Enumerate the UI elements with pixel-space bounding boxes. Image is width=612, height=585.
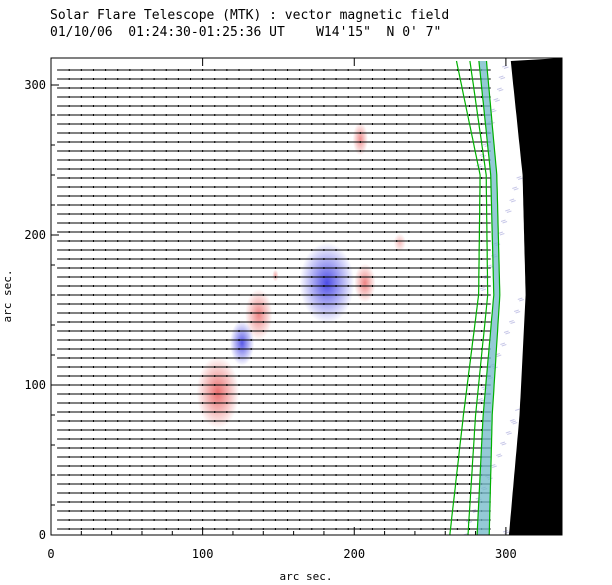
noise-mark-11 — [479, 399, 484, 402]
x-tick-label-100: 100 — [192, 547, 214, 561]
noise-mark-12 — [501, 344, 507, 347]
y-tick-label-200: 200 — [24, 228, 46, 242]
negative-polarity-1 — [229, 320, 255, 366]
positive-polarity-0 — [196, 356, 240, 429]
chart-title: Solar Flare Telescope (MTK) : vector mag… — [50, 8, 449, 23]
negative-polarity-0 — [299, 242, 355, 324]
noise-mark-73 — [517, 297, 523, 300]
noise-mark-17 — [503, 66, 509, 69]
y-tick-label-100: 100 — [24, 378, 46, 392]
x-tick-label-300: 300 — [495, 547, 517, 561]
axis-ticks: 0 100 200 300 0 100 200 300 — [24, 58, 562, 561]
noise-mark-49 — [509, 198, 515, 201]
x-axis-label: arc sec. — [280, 570, 333, 583]
noise-mark-54 — [477, 398, 483, 401]
noise-mark-83 — [500, 219, 506, 222]
noise-mark-36 — [501, 443, 507, 446]
noise-mark-56 — [479, 287, 485, 290]
noise-mark-2 — [512, 422, 518, 425]
vector-field-layer — [57, 69, 491, 530]
noise-mark-15 — [517, 177, 523, 180]
contour-1 — [467, 60, 489, 535]
limb-band — [477, 61, 500, 535]
x-tick-label-0: 0 — [47, 547, 54, 561]
contour-3 — [485, 60, 501, 535]
noise-mark-42 — [491, 110, 497, 113]
off-limb-disk — [508, 58, 562, 535]
noise-mark-38 — [505, 332, 511, 335]
positive-polarity-3 — [352, 122, 368, 156]
noise-mark-66 — [505, 209, 510, 212]
positive-polarity-1 — [245, 289, 273, 340]
noise-mark-23 — [506, 210, 512, 213]
x-tick-label-200: 200 — [343, 547, 365, 561]
noise-mark-19 — [507, 432, 512, 435]
noise-mark-53 — [496, 453, 501, 456]
plot-area — [57, 58, 562, 535]
noise-mark-14 — [499, 233, 505, 236]
noise-mark-40 — [502, 221, 508, 224]
noise-mark-64 — [508, 320, 514, 323]
noise-mark-32 — [513, 188, 519, 191]
noise-mark-45 — [511, 420, 517, 423]
noise-mark-13 — [481, 288, 487, 291]
noise-mark-30 — [519, 299, 524, 302]
noise-mark-25 — [495, 99, 500, 102]
y-tick-label-300: 300 — [24, 78, 46, 92]
noise-mark-68 — [493, 98, 499, 101]
contour-0 — [449, 60, 481, 535]
chart-subtitle: 01/10/06 01:24:30-01:25:36 UT W14'15" N … — [50, 25, 441, 40]
noise-mark-77 — [498, 75, 504, 78]
noise-mark-43 — [504, 531, 510, 534]
noise-mark-55 — [500, 342, 506, 345]
positive-polarity-4 — [393, 233, 406, 252]
polarity-layer — [196, 65, 524, 535]
noise-mark-47 — [514, 309, 519, 312]
contour-layer — [449, 60, 501, 535]
positive-polarity-2 — [354, 263, 376, 303]
y-tick-label-0: 0 — [39, 528, 46, 542]
noise-mark-21 — [510, 321, 516, 324]
noise-mark-79 — [500, 441, 506, 444]
contour-2 — [476, 60, 495, 535]
noise-mark-29 — [496, 354, 502, 357]
noise-mark-88 — [509, 419, 515, 422]
y-axis-label: arc sec. — [1, 270, 14, 323]
limb-layer — [477, 58, 562, 535]
noise-mark-57 — [498, 231, 503, 234]
noise-mark-6 — [510, 200, 516, 203]
noise-mark-75 — [512, 186, 518, 189]
positive-polarity-5 — [272, 269, 279, 282]
noise-mark-50 — [482, 143, 488, 146]
noise-mark-71 — [515, 408, 520, 411]
plot-frame — [50, 57, 563, 536]
noise-mark-81 — [503, 330, 509, 333]
noise-mark-62 — [505, 431, 511, 434]
noise-mark-34 — [500, 77, 506, 80]
noise-mark-8 — [498, 89, 504, 92]
noise-mark-4 — [515, 311, 521, 314]
noise-mark-51 — [496, 87, 502, 90]
noise-mark-58 — [516, 176, 522, 179]
noise-mark-10 — [497, 455, 503, 458]
noise-mark-27 — [491, 465, 497, 468]
